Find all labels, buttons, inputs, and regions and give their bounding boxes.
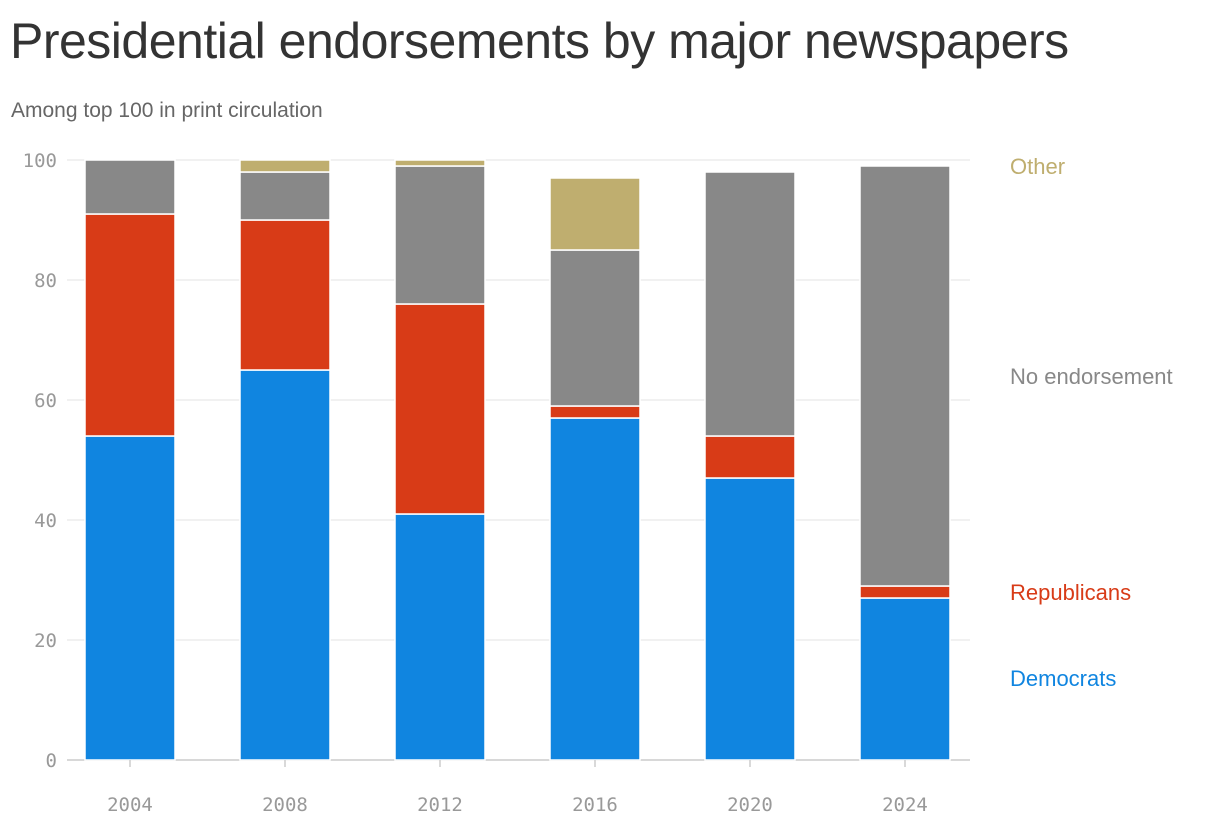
bar-segment-no-endorsement-2020: [704, 171, 796, 437]
bar-segment-republicans-2004: [84, 213, 176, 437]
x-tick-label: 2004: [107, 794, 153, 816]
bar-segment-other-2012: [394, 159, 486, 167]
y-tick-label: 80: [34, 270, 57, 292]
legend: Democrats Republicans No endorsement Other: [1010, 154, 1173, 691]
y-tick-label: 40: [34, 510, 57, 532]
bars: [84, 159, 951, 761]
bar-segment-other-2016: [549, 177, 641, 251]
x-tick-label: 2012: [417, 794, 463, 816]
bar-segment-no-endorsement-2024: [859, 165, 951, 587]
x-tick-label: 2020: [727, 794, 773, 816]
legend-label-no-endorsement: No endorsement: [1010, 364, 1173, 389]
legend-label-democrats: Democrats: [1010, 666, 1116, 691]
bar-segment-republicans-2024: [859, 585, 951, 599]
bar-segment-democrats-2024: [859, 597, 951, 761]
x-tick-label: 2016: [572, 794, 618, 816]
y-tick-label: 60: [34, 390, 57, 412]
bar-segment-democrats-2004: [84, 435, 176, 761]
axes: 0 20 40 60 80 100 2004 2008 2012 2016 2020 2024: [23, 150, 928, 816]
y-tick-label: 0: [46, 750, 57, 772]
y-tick-label: 20: [34, 630, 57, 652]
x-tick-label: 2008: [262, 794, 308, 816]
legend-label-other: Other: [1010, 154, 1065, 179]
bar-segment-republicans-2016: [549, 405, 641, 419]
bar-segment-republicans-2008: [239, 219, 331, 371]
bar-segment-republicans-2012: [394, 303, 486, 515]
bar-segment-other-2008: [239, 159, 331, 173]
bar-segment-no-endorsement-2012: [394, 165, 486, 305]
bar-segment-no-endorsement-2016: [549, 249, 641, 407]
bar-segment-republicans-2020: [704, 435, 796, 479]
bar-segment-democrats-2008: [239, 369, 331, 761]
bar-segment-no-endorsement-2008: [239, 171, 331, 221]
x-tick-label: 2024: [882, 794, 928, 816]
bar-segment-democrats-2012: [394, 513, 486, 761]
gridlines: [67, 159, 970, 761]
y-tick-label: 100: [23, 150, 57, 172]
legend-label-republicans: Republicans: [1010, 580, 1131, 605]
chart-title: Presidential endorsements by major newsp…: [10, 13, 1069, 69]
bar-segment-democrats-2016: [549, 417, 641, 761]
bar-segment-democrats-2020: [704, 477, 796, 761]
bar-segment-no-endorsement-2004: [84, 159, 176, 215]
chart-subtitle: Among top 100 in print circulation: [11, 99, 323, 122]
